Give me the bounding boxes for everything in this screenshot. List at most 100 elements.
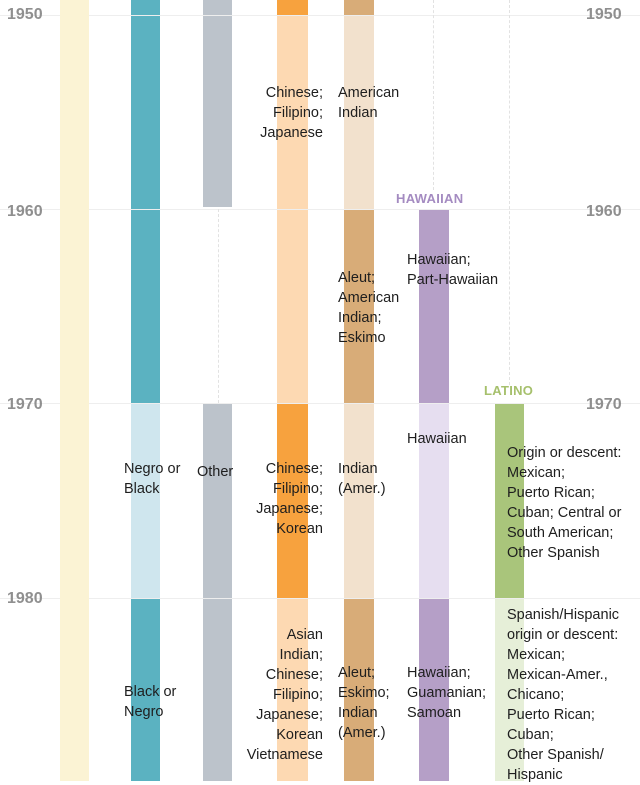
other-bar-1940 [203,0,232,15]
caption-line: (Amer.) [338,481,386,497]
caption-line: Cuban; [507,727,554,743]
caption-line: Hawaiian; [407,665,471,681]
hawaiian-1960-label: Hawaiian; Part-Hawaiian [407,250,498,290]
caption-line: Chinese; [265,667,323,683]
asian-bar-1950 [277,16,308,209]
caption-line: Chinese; [265,461,323,477]
other-bar-1970 [203,404,232,598]
caption-line: Indian [338,461,378,477]
caption-line: Puerto Rican; [507,707,595,723]
hawaiian-1980-label: Hawaiian; Guamanian; Samoan [407,663,486,723]
black-1980-label: Black or Negro [124,682,176,722]
caption-line: Aleut; [338,270,376,286]
latino-header: LATINO [484,383,534,398]
decade-line-1960 [0,209,640,210]
caption-line: American [338,85,400,101]
caption-line: Chinese; [265,85,323,101]
native-1970-label: Indian (Amer.) [338,459,386,499]
year-1960-left: 1960 [7,203,43,220]
caption-line: Korean [276,727,323,743]
caption-line: Japanese [260,125,323,141]
caption-line: Hispanic [507,767,563,783]
caption-line: Mexican-Amer., [507,667,608,683]
caption-line: Asian [286,627,323,643]
hawaiian-bar-1960 [419,210,449,403]
native-bar-1950 [344,16,374,209]
other-bar-1980 [203,599,232,781]
caption-line: Japanese; [256,707,323,723]
caption-line: Guamanian; [407,685,486,701]
decade-line-1980 [0,598,640,599]
caption-line: Indian [338,105,378,121]
other-1970-label: Other [197,462,233,482]
caption-line: Black [124,481,160,497]
caption-line: Spanish/Hispanic [507,607,620,623]
caption-line: Korean [276,521,323,537]
black-bar-1950 [131,16,160,209]
native-1960-label: Aleut; American Indian; Eskimo [338,268,399,348]
caption-line: Origin or descent: [507,445,622,461]
caption-line: Chicano; [507,687,565,703]
caption-line: Japanese; [256,501,323,517]
latino-bar-1980 [495,599,524,781]
caption-line: Other Spanish/ [507,747,604,763]
caption-line: American [338,290,400,306]
black-bar-1960 [131,210,160,403]
caption-line: Negro [124,704,164,720]
native-bar-1970 [344,404,374,598]
latino-bar-1970 [495,404,524,598]
caption-line: Eskimo; [338,685,390,701]
hawaiian-1970-label: Hawaiian [407,429,467,449]
asian-1950-label: Chinese; Filipino; Japanese [260,83,323,143]
native-bar-1940 [344,0,374,15]
hawaiian-header: HAWAIIAN [396,191,464,206]
year-1960-right: 1960 [586,203,622,220]
black-1970-label: Negro or Black [124,459,180,499]
caption-line: Hawaiian [407,431,467,447]
latino-1980-label: Spanish/Hispanic origin or descent: Mexica… [507,605,619,785]
asian-bar-1970 [277,404,308,598]
caption-line: South American; [507,525,614,541]
caption-line: Samoan [407,705,462,721]
asian-bar-1980 [277,599,308,781]
caption-line: Mexican; [507,465,566,481]
year-1950-right: 1950 [586,6,622,23]
caption-line: Hawaiian; [407,252,471,268]
asian-1980-label: Asian Indian; Chinese; Filipino; Japanese; Ko… [247,625,323,765]
latino-1970-label: Origin or descent: Mexican; Puerto Rican; C… [507,443,621,563]
white-bar [60,0,89,781]
black-bar-1940 [131,0,160,15]
native-bar-1980 [344,599,374,781]
decade-line-1950 [0,15,640,16]
year-1970-right: 1970 [586,396,622,413]
caption-line: Part-Hawaiian [407,272,499,288]
caption-line: Indian; [338,310,382,326]
asian-bar-1940 [277,0,308,15]
caption-line: Indian [338,705,378,721]
caption-line: Indian; [279,647,323,663]
native-1950-label: American Indian [338,83,399,123]
native-1980-label: Aleut; Eskimo; Indian (Amer.) [338,663,390,743]
asian-1970-label: Chinese; Filipino; Japanese; Korean [256,459,323,539]
hawaiian-guide-dash [433,0,434,190]
caption-line: Other Spanish [507,545,600,561]
year-1980-left: 1980 [7,590,43,607]
caption-line: Black or [124,684,177,700]
caption-line: Filipino; [273,687,323,703]
caption-line: Puerto Rican; [507,485,595,501]
caption-line: Filipino; [273,481,323,497]
caption-line: Vietnamese [246,747,323,763]
black-bar-1970 [131,404,160,598]
caption-line: Eskimo [338,330,386,346]
caption-line: Filipino; [273,105,323,121]
year-1950-left: 1950 [7,6,43,23]
caption-line: Aleut; [338,665,376,681]
caption-line: (Amer.) [338,725,386,741]
latino-guide-dash [509,0,510,385]
hawaiian-bar-1970 [419,404,449,598]
caption-line: Mexican; [507,647,566,663]
caption-line: origin or descent: [507,627,619,643]
caption-line: Cuban; Central or [507,505,622,521]
asian-bar-1960 [277,210,308,403]
